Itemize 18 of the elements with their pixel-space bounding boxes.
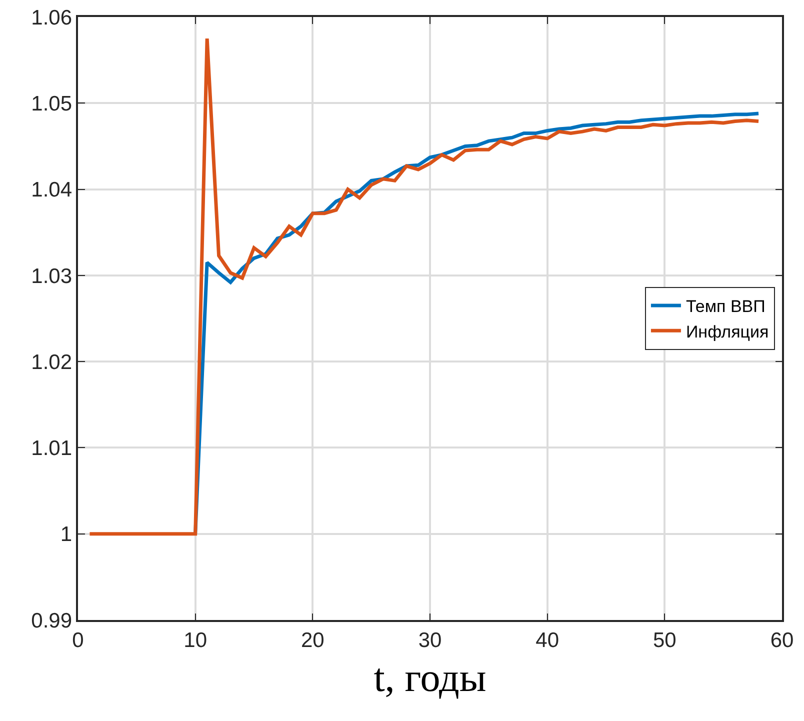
y-tick-label: 1.05: [31, 92, 72, 116]
x-tick-label: 50: [652, 628, 676, 652]
y-tick-label: 1.01: [31, 437, 72, 460]
x-tick-label: 20: [300, 628, 324, 652]
legend-label: Инфляция: [686, 322, 769, 342]
x-tick-label: 30: [418, 628, 442, 652]
x-tick-label: 40: [536, 628, 560, 652]
x-axis-title: t, годы: [374, 654, 486, 700]
x-tick-label: 0: [72, 628, 84, 652]
x-tick-label: 60: [770, 628, 794, 652]
y-tick-label: 1.02: [31, 350, 72, 374]
x-tick-label: 10: [184, 628, 208, 652]
y-tick-label: 1: [60, 523, 72, 546]
y-tick-label: 0.99: [31, 609, 72, 632]
y-tick-label: 1.03: [31, 264, 72, 288]
legend-label: Темп ВВП: [686, 297, 766, 316]
y-tick-label: 1.04: [31, 178, 72, 202]
y-tick-label: 1.06: [31, 6, 72, 30]
